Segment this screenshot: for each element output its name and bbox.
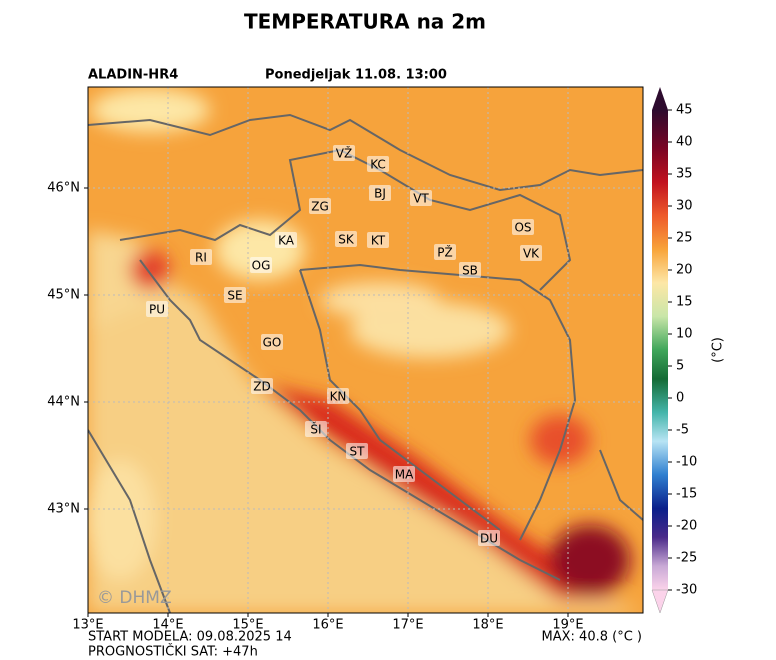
city-box (367, 232, 389, 248)
borders (88, 113, 643, 613)
lat-label: 46°N (47, 181, 80, 196)
city-label: KN (330, 390, 347, 404)
city-box (369, 185, 391, 201)
city-box (335, 231, 357, 247)
city-box (346, 443, 368, 459)
colorbar-tick-label: 15 (676, 295, 693, 310)
colorbar (652, 110, 668, 590)
city-label: SE (227, 289, 242, 303)
city-label: ST (350, 445, 366, 459)
lat-label: 45°N (47, 288, 80, 303)
city-box (275, 232, 297, 248)
lon-label: 15°E (232, 618, 263, 633)
colorbar-extend-bottom (651, 589, 669, 614)
city-box (250, 257, 272, 273)
colorbar-tick-label: -25 (676, 551, 697, 566)
colorbar-tick-label: 5 (676, 359, 684, 374)
city-box (333, 145, 355, 161)
city-label: VT (413, 192, 429, 206)
model-start: START MODELA: 09.08.2025 14 (88, 630, 292, 645)
city-box (224, 287, 246, 303)
map-frame (87, 86, 644, 614)
lon-label: 14°E (152, 618, 183, 633)
city-labels: VŽ KC BJ VT ZG OS KA SK KT PŽ VK RI OG SB SE PU GO ZD KN ŠI… (146, 145, 542, 546)
city-box (251, 378, 273, 394)
lon-label: 18°E (472, 618, 503, 633)
max-temperature: MAX: 40.8 (°C ) (542, 630, 642, 645)
city-box (190, 249, 212, 265)
colorbar-tick-label: -5 (676, 423, 689, 438)
colorbar-tick-label: -20 (676, 519, 697, 534)
city-label: SK (338, 233, 355, 247)
colorbar-tick-label: 35 (676, 167, 693, 182)
city-label: ZG (311, 200, 329, 214)
map-axes: 13°E 14°E 15°E 16°E 17°E 18°E 19°E 46°N 45°N 44°N… (47, 181, 583, 633)
lat-label: 43°N (47, 502, 80, 517)
city-label: GO (263, 336, 282, 350)
lat-label: 44°N (47, 395, 80, 410)
title: TEMPERATURA na 2m (244, 10, 486, 34)
city-label: BJ (374, 187, 386, 201)
city-label: ZD (253, 380, 270, 394)
city-box (478, 530, 500, 546)
city-label: KC (370, 158, 386, 172)
forecast-hour: PROGNOSTIČKI SAT: +47h (88, 644, 258, 660)
city-label: RI (195, 251, 207, 265)
colorbar-tick-label: 40 (676, 135, 693, 150)
watermark: © DHMZ (97, 588, 172, 608)
city-label: OS (514, 221, 531, 235)
city-label: ŠI (310, 422, 321, 437)
city-label: MA (395, 468, 414, 482)
temperature-field (88, 87, 643, 613)
city-box (146, 301, 168, 317)
colorbar-tick-label: 20 (676, 263, 693, 278)
colorbar-tick-label: 30 (676, 199, 693, 214)
lon-label: 19°E (552, 618, 583, 633)
city-label: DU (480, 532, 498, 546)
city-label: PŽ (437, 245, 452, 260)
colorbar-unit: (°C) (711, 337, 726, 363)
city-label: KA (278, 234, 295, 248)
city-box (261, 334, 283, 350)
colorbar-tick-label: -10 (676, 455, 697, 470)
city-box (367, 156, 389, 172)
city-box (393, 466, 415, 482)
colorbar-extend-top (652, 87, 668, 110)
city-box (327, 388, 349, 404)
lon-label: 16°E (312, 618, 343, 633)
city-box (305, 421, 327, 437)
city-box (512, 219, 534, 235)
city-box (309, 198, 331, 214)
city-box (459, 262, 481, 278)
colorbar-tick-label: -30 (676, 583, 697, 598)
colorbar-tick-label: 45 (676, 103, 693, 118)
city-label: OG (252, 259, 271, 273)
city-label: VŽ (336, 146, 352, 161)
colorbar-tick-label: 10 (676, 327, 693, 342)
colorbar-tick-label: 0 (676, 391, 684, 406)
lon-label: 17°E (392, 618, 423, 633)
city-label: PU (149, 303, 165, 317)
lon-label: 13°E (72, 618, 103, 633)
colorbar-ticks: 45 40 35 30 25 20 15 10 5 0 -5 -10 -15 -20 -25 -30 (668, 103, 697, 598)
colorbar-tick-label: 25 (676, 231, 693, 246)
city-label: VK (523, 247, 540, 261)
city-label: KT (371, 234, 386, 248)
city-box (520, 245, 542, 261)
forecast-time: Ponedjeljak 11.08. 13:00 (265, 68, 447, 83)
city-box (434, 244, 456, 260)
model-name: ALADIN-HR4 (88, 68, 178, 83)
colorbar-tick-label: -15 (676, 487, 697, 502)
city-label: SB (462, 264, 478, 278)
city-box (410, 190, 432, 206)
